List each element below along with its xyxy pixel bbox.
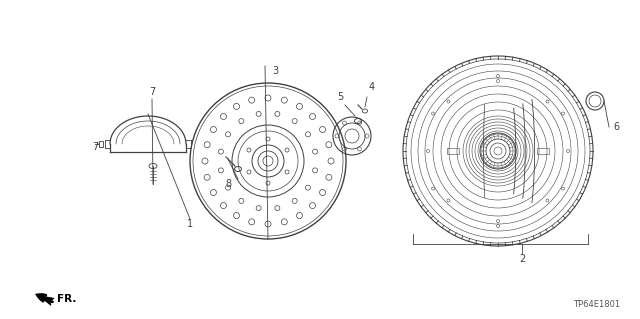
Text: 7: 7 xyxy=(92,142,98,152)
Text: TP64E1801: TP64E1801 xyxy=(573,300,620,309)
Text: 2: 2 xyxy=(519,254,525,264)
Text: 1: 1 xyxy=(187,219,193,229)
Text: 8: 8 xyxy=(225,179,231,189)
Text: FR.: FR. xyxy=(57,294,76,304)
Text: 5: 5 xyxy=(337,92,343,102)
Text: 4: 4 xyxy=(369,82,375,92)
Text: 3: 3 xyxy=(272,66,278,76)
FancyBboxPatch shape xyxy=(99,141,103,147)
Text: 6: 6 xyxy=(613,122,619,132)
Text: 7: 7 xyxy=(149,87,155,97)
